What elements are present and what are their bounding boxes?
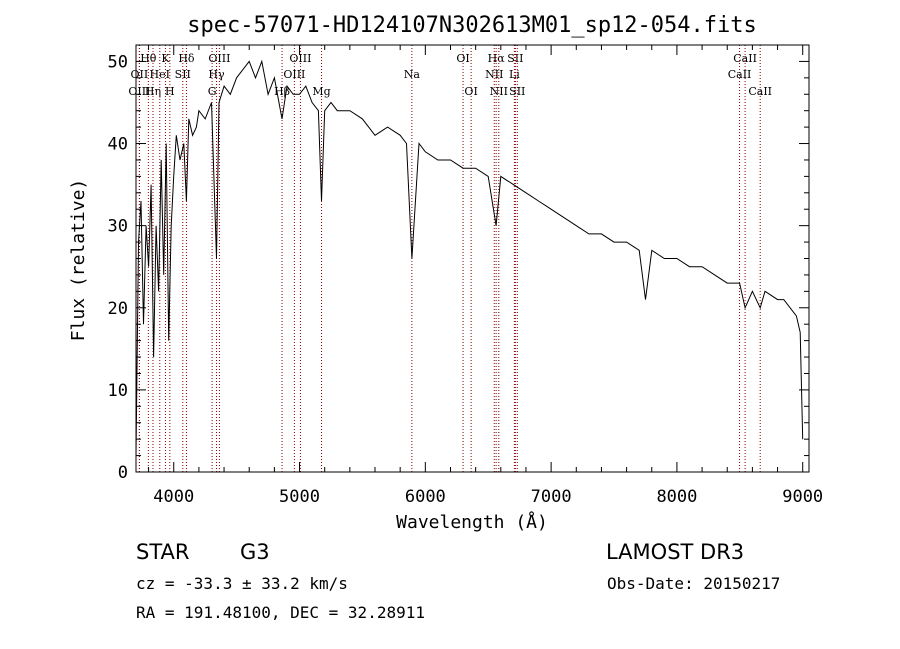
marker-label-13: OIII <box>283 68 305 81</box>
x-tick-label-4: 8000 <box>656 487 697 507</box>
marker-label-22: Li <box>509 68 520 81</box>
coordinates-text: RA = 191.48100, DEC = 32.28911 <box>136 603 425 622</box>
survey-name: LAMOST DR3 <box>606 540 745 564</box>
plot-frame <box>135 44 810 473</box>
marker-label-2: OIII <box>128 85 150 98</box>
marker-label-7: Hδ <box>178 52 195 65</box>
y-tick-label-4: 40 <box>108 135 128 155</box>
y-tick-label-0: 0 <box>118 463 128 483</box>
marker-label-16: Na <box>404 68 421 81</box>
y-tick-label-3: 30 <box>108 217 128 237</box>
marker-label-3: Hη <box>145 85 161 98</box>
x-tick-label-2: 6000 <box>405 487 446 507</box>
spectrum-line <box>135 59 804 456</box>
marker-label-18: OI <box>464 85 477 98</box>
marker-label-11: G <box>208 85 217 98</box>
marker-label-12: OIII <box>289 52 311 65</box>
x-tick-label-1: 5000 <box>279 487 320 507</box>
x-tick-label-5: 9000 <box>782 487 823 507</box>
observation-date: Obs-Date: 20150217 <box>607 574 781 593</box>
x-tick-label-3: 7000 <box>531 487 572 507</box>
marker-label-26: CaII <box>728 68 752 81</box>
marker-label-23: NII <box>490 85 508 98</box>
x-axis-label: Wavelength (Å) <box>396 511 548 533</box>
marker-label-25: CaII <box>733 52 757 65</box>
marker-label-17: OI <box>456 52 469 65</box>
marker-label-1: OII <box>131 68 149 81</box>
marker-label-27: CaII <box>748 85 772 98</box>
marker-label-19: Hα <box>488 52 506 65</box>
x-tick-label-0: 4000 <box>153 487 194 507</box>
y-tick-label-2: 20 <box>108 299 128 319</box>
marker-label-21: NII <box>485 68 503 81</box>
marker-label-0: Hθ <box>140 52 157 65</box>
spectral-subclass: G3 <box>240 540 270 564</box>
marker-label-5: HeI <box>150 68 170 81</box>
marker-label-8: SII <box>175 68 191 81</box>
object-type: STAR <box>136 540 190 564</box>
marker-label-15: Mg <box>312 85 330 98</box>
marker-label-4: K <box>161 52 170 65</box>
y-axis-label: Flux (relative) <box>68 179 89 342</box>
axes: 4000 5000 6000 7000 8000 9000 0 10 20 30 40 50 <box>108 44 823 507</box>
chart-title: spec-57071-HD124107N302613M01_sp12-054.f… <box>187 13 757 38</box>
marker-label-24: SII <box>509 85 525 98</box>
marker-label-20: SII <box>507 52 523 65</box>
marker-label-6: H <box>165 85 175 98</box>
marker-label-9: OIII <box>208 52 230 65</box>
marker-label-10: Hγ <box>208 68 225 81</box>
redshift-text: cz = -33.3 ± 33.2 km/s <box>136 574 348 593</box>
y-tick-label-1: 10 <box>108 381 128 401</box>
y-tick-label-5: 50 <box>108 52 128 72</box>
